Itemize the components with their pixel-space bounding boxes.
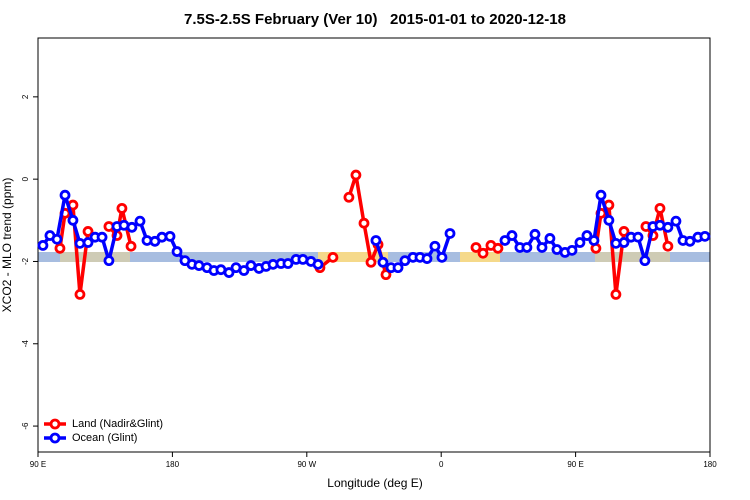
data-point xyxy=(37,240,49,251)
data-point xyxy=(506,230,518,241)
x-tick-label: 0 xyxy=(439,460,444,469)
data-point xyxy=(358,217,370,229)
x-tick-label: 180 xyxy=(166,460,180,469)
y-tick-label: -4 xyxy=(21,340,30,348)
data-point xyxy=(164,230,176,242)
legend-marker xyxy=(49,418,61,430)
data-point xyxy=(312,258,324,270)
data-point xyxy=(610,288,622,300)
data-point xyxy=(595,189,607,201)
data-point xyxy=(59,189,71,201)
data-point xyxy=(684,235,696,247)
data-point xyxy=(574,237,586,248)
data-point xyxy=(54,242,66,254)
x-axis-label: Longitude (deg E) xyxy=(327,476,422,490)
data-point xyxy=(392,262,404,274)
y-tick-label: 0 xyxy=(21,176,30,181)
data-point xyxy=(536,242,548,253)
data-point xyxy=(436,251,448,263)
data-point xyxy=(477,247,489,259)
data-point xyxy=(171,246,183,257)
data-point xyxy=(116,202,128,214)
band-highlight xyxy=(60,252,130,262)
data-point xyxy=(444,228,456,239)
y-tick-label: 2 xyxy=(21,94,30,99)
data-point xyxy=(103,255,115,267)
data-point xyxy=(670,215,682,227)
data-point xyxy=(429,240,441,252)
x-tick-label: 90 E xyxy=(30,460,46,469)
data-point xyxy=(654,202,666,214)
data-point xyxy=(544,233,556,244)
data-point xyxy=(380,269,392,281)
data-point xyxy=(223,267,235,278)
data-point xyxy=(67,214,79,226)
data-point xyxy=(343,191,355,203)
data-point xyxy=(350,169,362,181)
chart-title: 7.5S-2.5S February (Ver 10) 2015-01-01 t… xyxy=(184,11,566,28)
data-point xyxy=(377,256,389,268)
data-point xyxy=(74,288,86,300)
data-point xyxy=(566,244,578,256)
data-point xyxy=(639,255,651,267)
band-highlight xyxy=(595,252,670,262)
data-point xyxy=(365,256,377,268)
data-point xyxy=(125,240,137,252)
data-point xyxy=(470,242,482,253)
data-point xyxy=(499,235,511,246)
x-tick-label: 90 W xyxy=(297,460,316,469)
data-point xyxy=(51,233,63,245)
x-tick-label: 180 xyxy=(703,460,717,469)
data-point xyxy=(521,242,533,253)
data-point xyxy=(126,221,138,233)
data-point xyxy=(134,215,146,227)
data-point xyxy=(238,265,250,276)
data-point xyxy=(82,237,94,248)
data-point xyxy=(662,221,674,233)
data-point xyxy=(581,230,593,241)
data-point xyxy=(529,228,541,240)
y-axis-label: XCO2 - MLO trend (ppm) xyxy=(0,178,14,313)
data-point xyxy=(588,235,600,246)
band-highlight xyxy=(318,252,388,262)
data-point xyxy=(632,231,644,243)
legend-label: Ocean (Glint) xyxy=(72,432,137,444)
x-tick-label: 90 E xyxy=(567,460,583,469)
data-point xyxy=(370,235,382,246)
data-point xyxy=(421,253,433,264)
data-point xyxy=(699,230,711,242)
data-point xyxy=(96,231,108,243)
data-point xyxy=(662,240,674,252)
y-tick-label: -6 xyxy=(21,422,30,430)
data-point xyxy=(282,258,294,269)
legend: Land (Nadir&Glint) Ocean (Glint) xyxy=(44,418,163,444)
legend-label: Land (Nadir&Glint) xyxy=(72,418,163,430)
data-point xyxy=(492,242,504,254)
data-point xyxy=(618,226,630,237)
data-point xyxy=(82,226,94,237)
legend-marker xyxy=(49,432,61,444)
data-point xyxy=(618,237,630,248)
data-point xyxy=(603,214,615,226)
data-point xyxy=(327,251,339,263)
y-tick-label: -2 xyxy=(21,257,30,265)
series-line xyxy=(58,173,670,297)
